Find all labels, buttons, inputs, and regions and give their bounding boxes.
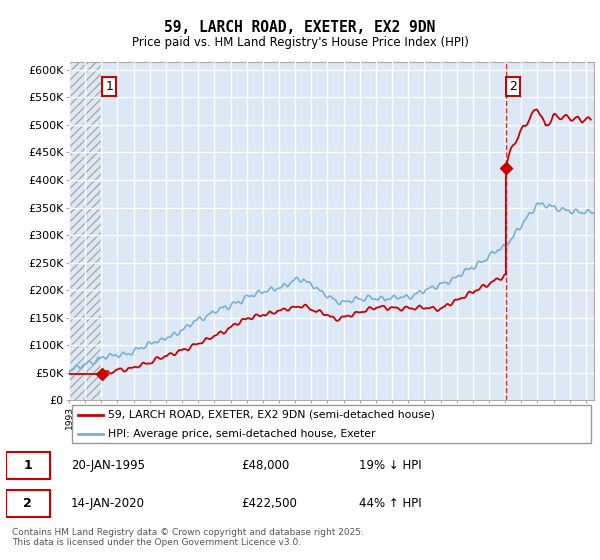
Text: £48,000: £48,000 — [241, 459, 289, 472]
Text: 44% ↑ HPI: 44% ↑ HPI — [359, 497, 421, 510]
Text: 2: 2 — [509, 80, 517, 93]
Text: Contains HM Land Registry data © Crown copyright and database right 2025.
This d: Contains HM Land Registry data © Crown c… — [12, 528, 364, 547]
Text: 19% ↓ HPI: 19% ↓ HPI — [359, 459, 421, 472]
Text: 1: 1 — [106, 80, 113, 93]
Text: 59, LARCH ROAD, EXETER, EX2 9DN (semi-detached house): 59, LARCH ROAD, EXETER, EX2 9DN (semi-de… — [109, 410, 435, 420]
FancyBboxPatch shape — [6, 489, 50, 517]
Text: 1: 1 — [23, 459, 32, 472]
Bar — [69, 62, 102, 400]
Text: 20-JAN-1995: 20-JAN-1995 — [71, 459, 145, 472]
Text: HPI: Average price, semi-detached house, Exeter: HPI: Average price, semi-detached house,… — [109, 429, 376, 439]
Text: 14-JAN-2020: 14-JAN-2020 — [71, 497, 145, 510]
Text: Price paid vs. HM Land Registry's House Price Index (HPI): Price paid vs. HM Land Registry's House … — [131, 36, 469, 49]
FancyBboxPatch shape — [6, 452, 50, 479]
Text: 2: 2 — [23, 497, 32, 510]
Text: 59, LARCH ROAD, EXETER, EX2 9DN: 59, LARCH ROAD, EXETER, EX2 9DN — [164, 20, 436, 35]
FancyBboxPatch shape — [71, 405, 592, 443]
Text: £422,500: £422,500 — [241, 497, 297, 510]
